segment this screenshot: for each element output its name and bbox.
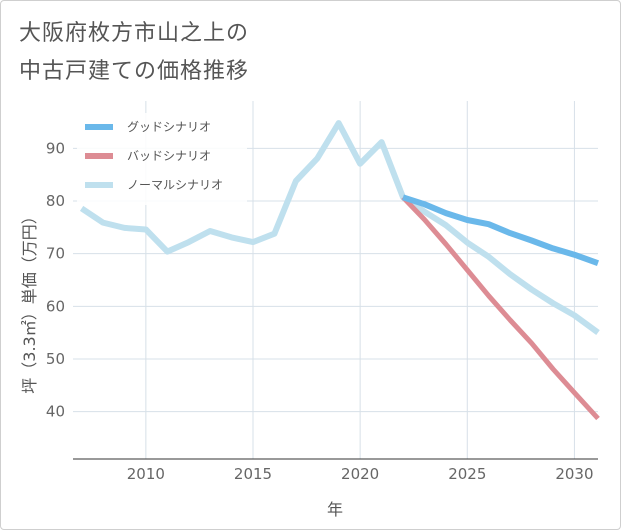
y-tick-label: 90 [46, 139, 65, 157]
y-tick-label: 70 [46, 245, 65, 263]
title-line-1: 大阪府枚方市山之上の [19, 21, 250, 46]
series-line-bad [401, 195, 600, 421]
x-axis-label: 年 [327, 500, 343, 519]
y-tick-label: 80 [46, 192, 65, 210]
y-tick-label: 60 [46, 297, 65, 315]
legend-label-bad: バッドシナリオ [127, 149, 211, 163]
x-tick-label: 2010 [127, 465, 165, 483]
x-tick-labels: 2010 2015 2020 2025 2030 [127, 465, 594, 483]
x-tick-label: 2030 [555, 465, 593, 483]
y-tick-label: 50 [46, 350, 65, 368]
series-lines [79, 120, 600, 421]
legend-label-normal: ノーマルシナリオ [127, 178, 223, 192]
x-tick-label: 2015 [234, 465, 272, 483]
legend-label-good: グッドシナリオ [127, 120, 211, 134]
series-line-good [402, 194, 600, 267]
y-axis-label: 坪（3.3㎡）単価（万円） [20, 208, 39, 393]
x-tick-label: 2025 [448, 465, 486, 483]
y-tick-labels: 40 50 60 70 80 90 [46, 139, 65, 420]
y-tick-label: 40 [46, 403, 65, 421]
legend: グッドシナリオ バッドシナリオ ノーマルシナリオ [77, 113, 247, 205]
page-title: 大阪府枚方市山之上の 中古戸建ての価格推移 [19, 15, 249, 91]
series-line-normal [79, 120, 600, 336]
title-line-2: 中古戸建ての価格推移 [19, 59, 250, 84]
x-tick-label: 2020 [341, 465, 379, 483]
